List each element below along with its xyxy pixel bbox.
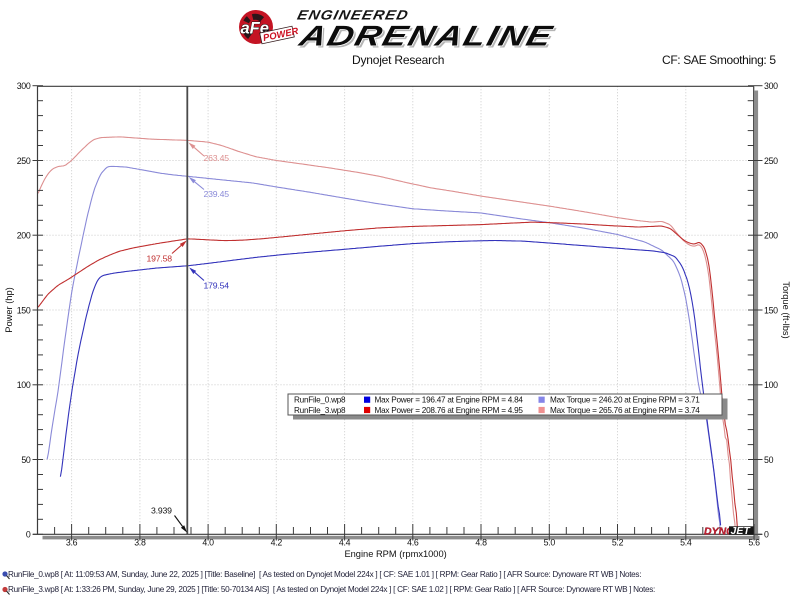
- svg-text:100: 100: [17, 380, 31, 390]
- svg-text:Torque (ft-lbs): Torque (ft-lbs): [781, 281, 791, 338]
- svg-text:3.6: 3.6: [66, 538, 78, 548]
- svg-text:RunFile_3.wp8: RunFile_3.wp8: [294, 406, 346, 415]
- svg-text:263.45: 263.45: [204, 153, 230, 163]
- svg-text:ADRENALINE: ADRENALINE: [297, 22, 559, 54]
- svg-text:Max Power = 208.76 at Engine R: Max Power = 208.76 at Engine RPM = 4.95: [375, 406, 524, 415]
- svg-text:200: 200: [17, 231, 31, 241]
- svg-text:150: 150: [764, 305, 778, 315]
- svg-text:0: 0: [26, 530, 31, 540]
- svg-text:Max Torque = 246.20 at Engine: Max Torque = 246.20 at Engine RPM = 3.71: [550, 396, 700, 405]
- svg-text:50: 50: [21, 455, 31, 465]
- svg-text:197.58: 197.58: [147, 254, 173, 264]
- svg-text:3.939: 3.939: [151, 506, 172, 516]
- svg-text:239.45: 239.45: [204, 189, 230, 199]
- svg-text:Power (hp): Power (hp): [4, 287, 14, 332]
- svg-text:4.6: 4.6: [407, 538, 419, 548]
- svg-text:0: 0: [764, 530, 769, 540]
- svg-text:RunFile_0.wp8: RunFile_0.wp8: [294, 396, 346, 405]
- svg-text:Max Power = 196.47 at Engine R: Max Power = 196.47 at Engine RPM = 4.84: [375, 396, 524, 405]
- svg-text:100: 100: [764, 380, 778, 390]
- svg-text:5.4: 5.4: [680, 538, 692, 548]
- svg-text:5.2: 5.2: [612, 538, 624, 548]
- svg-text:JET: JET: [731, 525, 752, 537]
- svg-text:50: 50: [764, 455, 774, 465]
- svg-text:DYNO: DYNO: [704, 526, 734, 538]
- svg-text:300: 300: [764, 81, 778, 91]
- svg-text:Engine RPM (rpmx1000): Engine RPM (rpmx1000): [344, 549, 446, 559]
- svg-text:3.8: 3.8: [134, 538, 146, 548]
- svg-text:5.6: 5.6: [748, 538, 760, 548]
- svg-text:300: 300: [17, 81, 31, 91]
- svg-text:ENGINEERED: ENGINEERED: [296, 8, 411, 23]
- svg-text:4.2: 4.2: [271, 538, 283, 548]
- svg-text:Max Torque = 265.76 at Engine: Max Torque = 265.76 at Engine RPM = 3.74: [550, 406, 700, 415]
- svg-text:200: 200: [764, 231, 778, 241]
- svg-text:ADRENALINE: ADRENALINE: [295, 19, 557, 51]
- svg-text:250: 250: [17, 156, 31, 166]
- svg-text:4.8: 4.8: [475, 538, 487, 548]
- svg-text:150: 150: [17, 305, 31, 315]
- svg-text:250: 250: [764, 156, 778, 166]
- svg-text:4.4: 4.4: [339, 538, 351, 548]
- svg-text:4.0: 4.0: [202, 538, 214, 548]
- svg-text:5.0: 5.0: [544, 538, 556, 548]
- svg-text:179.54: 179.54: [204, 281, 230, 291]
